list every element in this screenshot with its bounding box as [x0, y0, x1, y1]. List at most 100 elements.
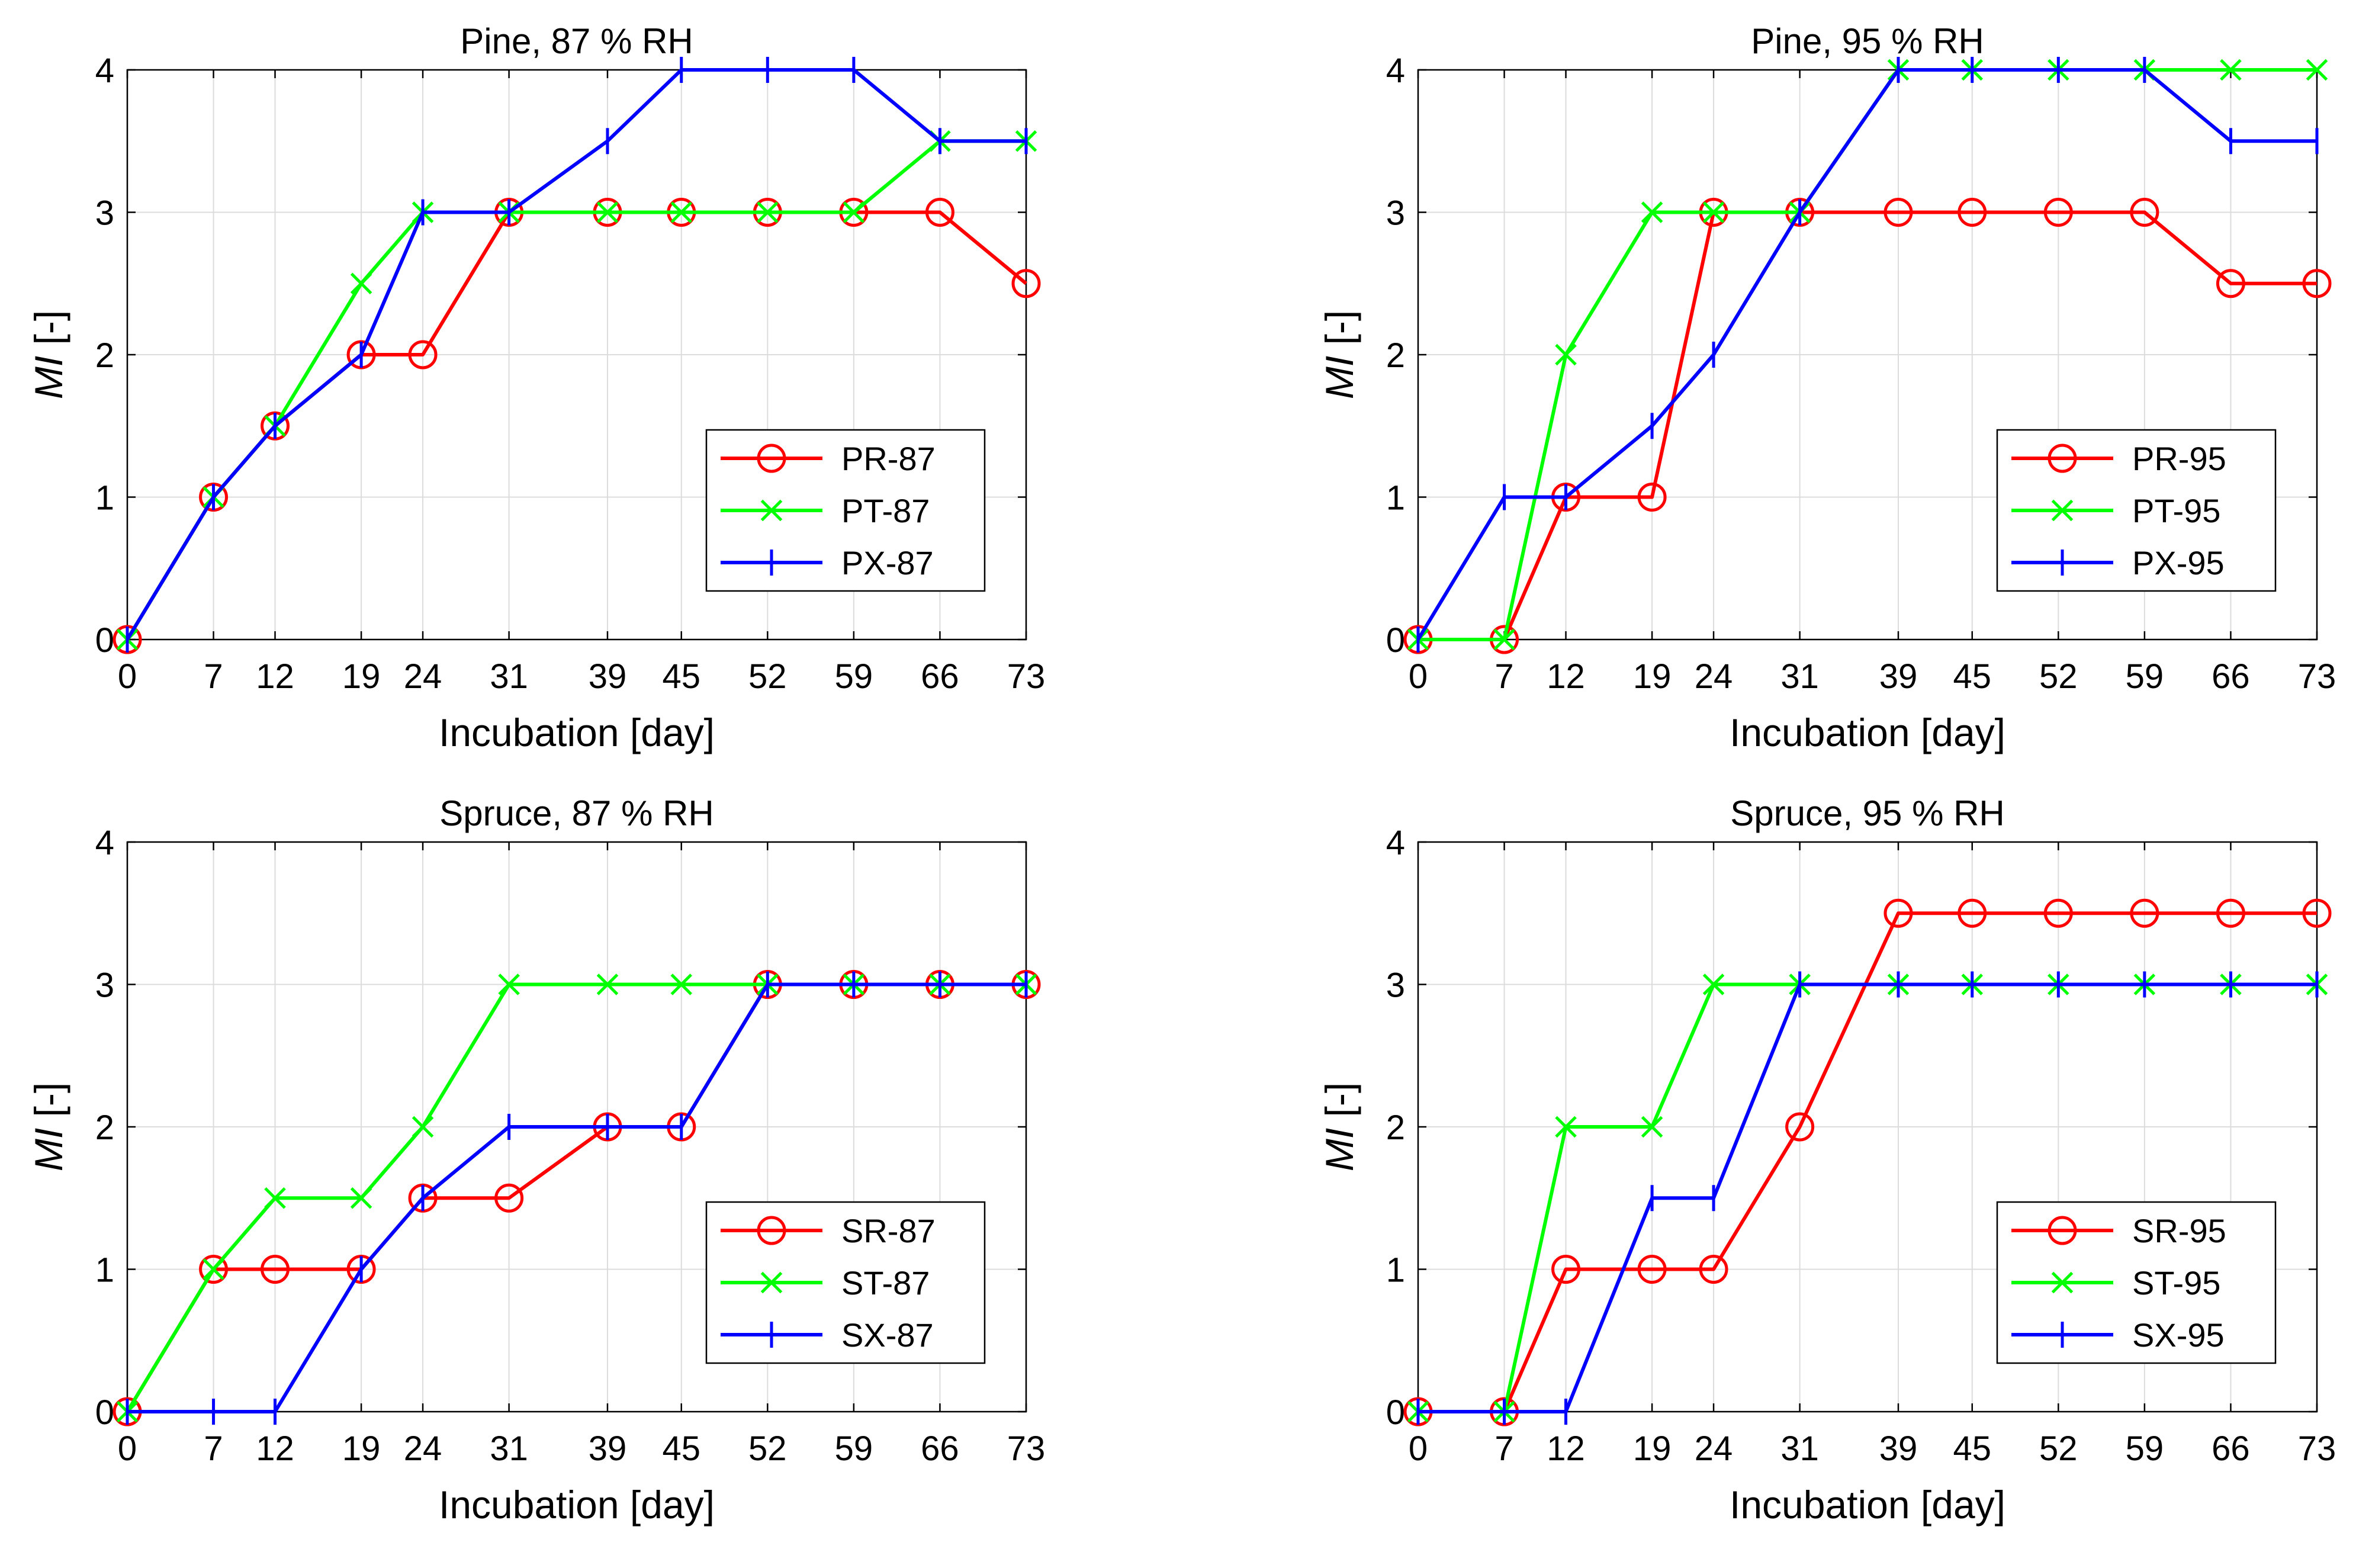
chart-title: Spruce, 95 % RH	[1730, 793, 2005, 833]
chart-title: Pine, 87 % RH	[460, 21, 693, 61]
data-point-x	[1555, 1116, 1577, 1138]
y-tick-label: 3	[95, 966, 114, 1005]
legend-entry: PT-95	[2011, 492, 2220, 529]
y-tick-label: 1	[95, 1251, 114, 1290]
x-tick-label: 59	[2126, 657, 2164, 696]
y-axis-label-symbol: MI	[1317, 1128, 1361, 1171]
y-tick-label: 2	[1386, 336, 1405, 375]
series-line	[1416, 68, 2317, 641]
x-tick-label: 24	[404, 657, 442, 696]
legend-entry: SX-87	[721, 1316, 934, 1354]
y-axis-label: MI [-]	[1317, 1082, 1361, 1171]
x-tick-label: 12	[256, 1429, 294, 1468]
legend-label: ST-95	[2132, 1264, 2220, 1302]
x-tick-label: 19	[1633, 657, 1672, 696]
data-point-x	[2220, 59, 2242, 81]
legend-entry: SR-87	[721, 1212, 936, 1249]
legend-label: PX-95	[2132, 544, 2225, 581]
data-point-x	[1702, 973, 1725, 995]
series-SX-95	[1416, 971, 2319, 1425]
x-tick-label: 39	[589, 657, 627, 696]
data-point-circle	[2216, 269, 2245, 298]
data-point-circle	[2043, 898, 2073, 928]
data-point-circle	[2302, 269, 2332, 298]
data-point-x	[1641, 201, 1663, 223]
y-tick-label: 1	[1386, 479, 1405, 518]
x-tick-label: 31	[1780, 1429, 1819, 1468]
x-tick-label: 45	[662, 1429, 700, 1468]
legend-label: PX-87	[841, 544, 934, 581]
x-tick-label: 31	[490, 657, 528, 696]
data-point-circle	[2048, 1216, 2077, 1245]
x-tick-label: 52	[748, 657, 787, 696]
data-point-circle	[1883, 898, 1913, 928]
y-axis-label-unit: [-]	[27, 1082, 70, 1128]
y-tick-label: 0	[1386, 621, 1405, 660]
y-tick-label: 3	[95, 194, 114, 233]
x-tick-label: 7	[204, 1429, 223, 1468]
y-axis-label-symbol: MI	[27, 356, 70, 399]
data-point-circle	[757, 1216, 786, 1245]
data-point-x	[1555, 343, 1577, 366]
y-tick-label: 2	[95, 336, 114, 375]
legend-label: SR-87	[841, 1212, 936, 1249]
x-tick-label: 59	[835, 657, 873, 696]
x-tick-label: 19	[342, 1429, 381, 1468]
legend-entry: SX-95	[2011, 1316, 2225, 1354]
legend: SR-95 ST-95 SX-95	[1996, 1201, 2277, 1364]
data-point-x	[2051, 499, 2074, 522]
data-point-x	[203, 1258, 224, 1280]
y-tick-label: 4	[95, 824, 114, 862]
legend-entry: PX-87	[721, 544, 934, 581]
data-point-circle	[1637, 483, 1667, 512]
data-point-circle	[1551, 1255, 1581, 1284]
chart-title: Spruce, 87 % RH	[439, 793, 714, 833]
series-line	[126, 68, 1026, 641]
data-point-circle	[1785, 1112, 1815, 1142]
x-axis-label: Incubation [day]	[1730, 711, 2005, 754]
legend-label: PR-87	[841, 440, 936, 477]
x-tick-label: 45	[1953, 1429, 1991, 1468]
data-point-x	[350, 1187, 372, 1209]
y-tick-label: 0	[95, 1393, 114, 1432]
data-point-circle	[2130, 898, 2159, 928]
x-tick-label: 7	[1494, 657, 1513, 696]
data-point-x	[2051, 1271, 2074, 1294]
data-point-x	[670, 973, 693, 995]
x-tick-label: 73	[2298, 657, 2336, 696]
legend-label: PT-95	[2132, 492, 2220, 529]
y-axis-label-symbol: MI	[1317, 356, 1361, 399]
series-PX-87	[126, 57, 1028, 653]
x-tick-label: 73	[1007, 657, 1046, 696]
x-tick-label: 31	[1780, 657, 1819, 696]
y-axis-label: MI [-]	[27, 310, 70, 399]
x-tick-label: 52	[748, 1429, 787, 1468]
data-point-x	[760, 499, 783, 522]
x-tick-label: 52	[2039, 657, 2078, 696]
series-SX-87	[126, 971, 1028, 1425]
legend-label: SX-95	[2132, 1316, 2225, 1354]
x-axis-label: Incubation [day]	[439, 711, 715, 754]
y-tick-label: 2	[1386, 1108, 1405, 1147]
legend-label: SX-87	[841, 1316, 934, 1354]
data-point-circle	[2043, 198, 2073, 227]
data-point-circle	[2130, 198, 2159, 227]
data-point-circle	[1883, 198, 1913, 227]
y-tick-label: 3	[1386, 194, 1405, 233]
data-point-circle	[1637, 1255, 1667, 1284]
y-axis-label-unit: [-]	[1317, 310, 1361, 356]
legend-entry: PR-95	[2011, 440, 2226, 477]
x-tick-label: 66	[2212, 657, 2250, 696]
data-point-circle	[494, 1183, 524, 1213]
x-tick-label: 0	[118, 1429, 137, 1468]
legend-entry: PR-87	[721, 440, 936, 477]
x-tick-label: 0	[1409, 1429, 1428, 1468]
series-line	[127, 982, 1026, 1413]
x-tick-label: 39	[589, 1429, 627, 1468]
x-tick-label: 19	[342, 657, 381, 696]
x-tick-label: 0	[1409, 657, 1428, 696]
data-point-circle	[1958, 898, 1987, 928]
